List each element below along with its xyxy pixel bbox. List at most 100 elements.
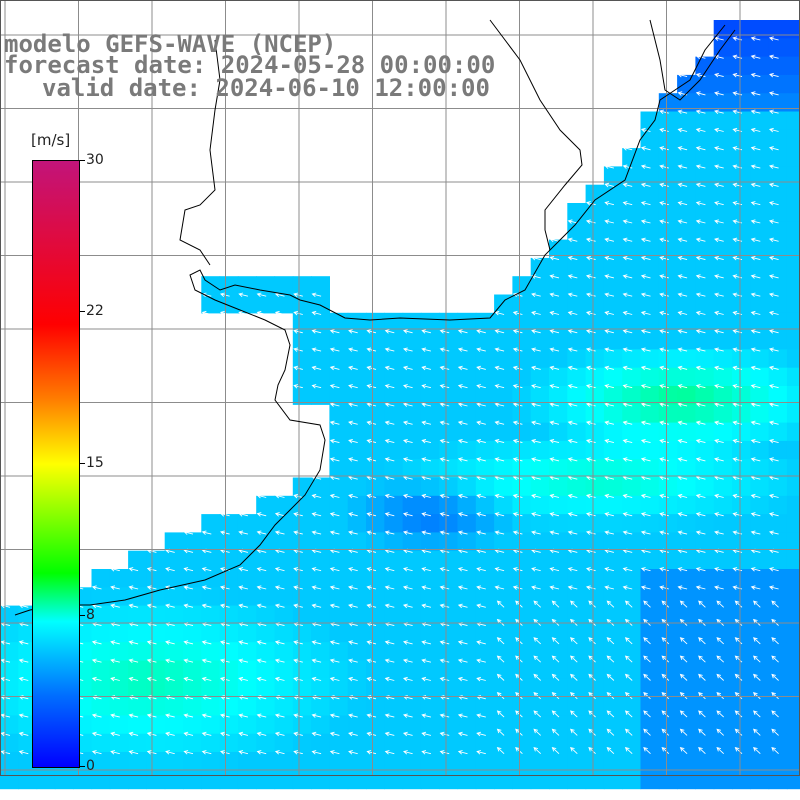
wind-arrow: [384, 567, 395, 572]
wind-arrow: [677, 567, 688, 572]
field-cell: [494, 569, 513, 588]
field-cell: [732, 550, 751, 570]
field-cell: [549, 239, 568, 259]
wind-arrow: [348, 347, 358, 352]
wind-arrow: [677, 493, 688, 499]
field-cell: [750, 697, 770, 716]
wind-arrow: [732, 146, 743, 151]
field-cell: [384, 642, 404, 662]
field-cell: [585, 386, 605, 405]
field-cell: [201, 605, 221, 625]
wind-arrow: [750, 567, 761, 572]
wind-arrow: [606, 692, 615, 700]
field-cell: [256, 532, 276, 552]
wind-arrow: [624, 710, 633, 718]
field-cell: [732, 514, 751, 533]
field-cell: [219, 587, 239, 607]
wind-arrow: [256, 310, 267, 316]
wind-arrow: [732, 585, 743, 590]
wind-arrow: [551, 673, 560, 681]
wind-arrow: [659, 201, 669, 206]
field-cell: [695, 74, 715, 94]
wind-arrow: [366, 530, 377, 535]
field-cell: [768, 349, 788, 369]
field-cell: [530, 715, 550, 735]
field-cell: [549, 294, 568, 314]
field-cell: [786, 752, 800, 771]
wind-arrow: [695, 91, 706, 96]
wind-arrow: [128, 567, 139, 572]
wind-arrow: [750, 91, 761, 96]
field-cell: [311, 276, 330, 296]
field-cell: [128, 770, 147, 790]
wind-arrow: [293, 329, 303, 334]
wind-arrow: [588, 655, 596, 663]
field-cell: [164, 770, 184, 790]
field-cell: [658, 148, 678, 167]
field-cell: [732, 203, 751, 222]
field-cell: [677, 166, 696, 186]
field-cell: [640, 752, 660, 771]
wind-arrow: [348, 512, 358, 517]
wind-arrow: [714, 237, 724, 243]
field-cell: [329, 459, 349, 479]
field-cell: [732, 642, 751, 662]
wind-arrow: [128, 640, 139, 645]
wind-arrow: [622, 274, 633, 279]
field-cell: [750, 349, 770, 369]
field-cell: [750, 587, 770, 607]
field-cell: [109, 605, 129, 625]
field-cell: [109, 660, 129, 680]
wind-arrow: [768, 91, 779, 96]
field-cell: [585, 514, 605, 533]
wind-arrow: [384, 384, 395, 389]
field-cell: [494, 623, 513, 643]
wind-arrow: [734, 746, 743, 755]
wind-arrow: [640, 457, 651, 462]
field-cell: [786, 386, 800, 405]
field-cell: [530, 697, 550, 716]
field-cell: [640, 715, 660, 735]
wind-arrow: [750, 255, 761, 261]
wind-arrow: [622, 182, 633, 188]
field-cell: [695, 733, 715, 753]
wind-arrow: [714, 201, 724, 206]
wind-arrow: [311, 585, 322, 590]
field-cell: [603, 678, 623, 698]
field-cell: [439, 477, 459, 497]
wind-arrow: [585, 219, 596, 224]
field-cell: [530, 294, 550, 314]
wind-arrow: [677, 365, 688, 371]
field-cell: [695, 56, 715, 76]
field-cell: [292, 678, 312, 698]
field-cell: [677, 495, 696, 515]
wind-arrow: [771, 673, 779, 681]
field-cell: [567, 678, 587, 698]
wind-arrow: [256, 640, 267, 645]
field-cell: [366, 678, 385, 698]
field-cell: [146, 623, 166, 643]
field-cell: [439, 752, 459, 771]
wind-arrow: [348, 384, 358, 389]
wind-arrow: [311, 512, 322, 517]
field-cell: [457, 569, 477, 588]
wind-arrow: [585, 310, 596, 316]
wind-arrow: [714, 182, 724, 188]
field-cell: [585, 733, 605, 753]
wind-arrow: [311, 347, 322, 352]
field-cell: [329, 331, 349, 350]
field-cell: [347, 715, 367, 735]
field-cell: [603, 166, 623, 186]
field-cell: [732, 276, 751, 296]
field-cell: [567, 587, 587, 607]
wind-arrow: [384, 750, 395, 755]
wind-arrow: [677, 72, 688, 78]
field-cell: [420, 514, 440, 533]
field-cell: [622, 404, 642, 424]
wind-arrow: [366, 420, 377, 426]
field-cell: [695, 312, 715, 332]
wind-arrow: [567, 420, 578, 426]
wind-arrow: [606, 728, 615, 736]
field-cell: [677, 715, 696, 735]
field-cell: [768, 257, 788, 277]
